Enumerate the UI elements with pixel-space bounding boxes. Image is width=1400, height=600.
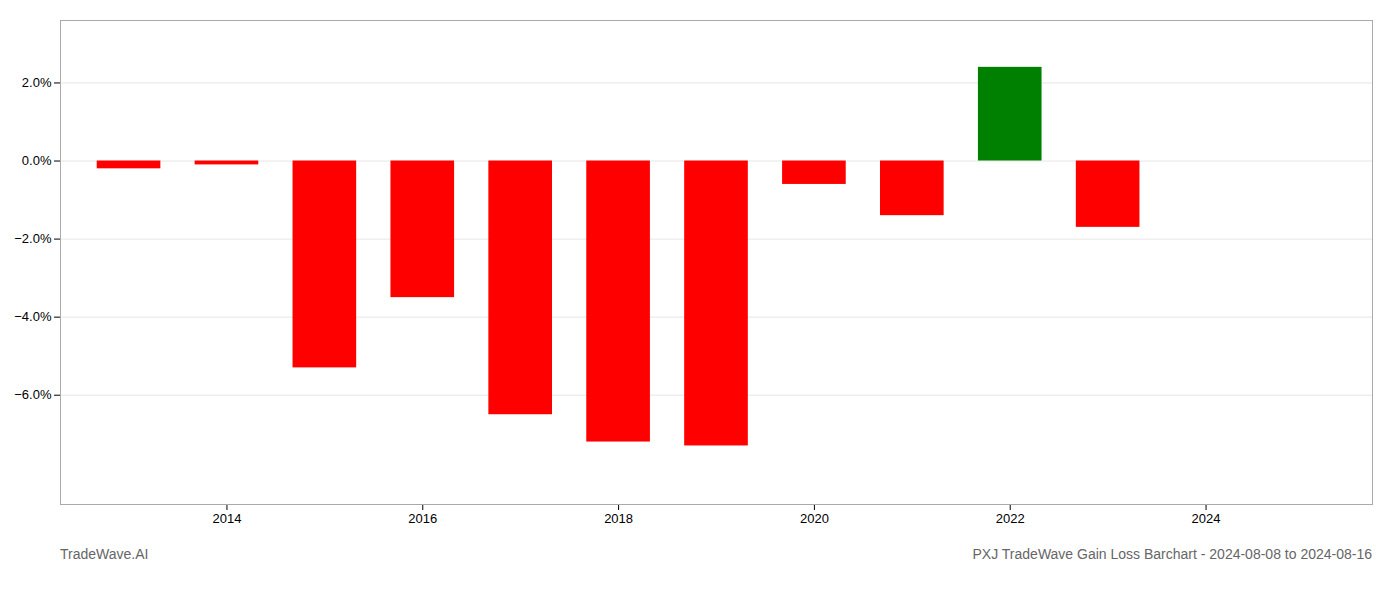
html-text:PXJ TradeWave Gain Loss Barcha: PXJ TradeWave Gain Loss Barchart - 2024-… xyxy=(972,546,1372,562)
svg-text:2024: 2024 xyxy=(1192,511,1221,526)
svg-text:2014: 2014 xyxy=(212,511,241,526)
svg-text:2018: 2018 xyxy=(604,511,633,526)
svg-text:−2.0%: −2.0% xyxy=(14,231,52,246)
svg-text:2022: 2022 xyxy=(996,511,1025,526)
svg-text:−4.0%: −4.0% xyxy=(14,309,52,324)
svg-text:0.0%: 0.0% xyxy=(22,153,52,168)
html-text:TradeWave.AI: TradeWave.AI xyxy=(60,546,149,562)
svg-text:2.0%: 2.0% xyxy=(22,75,52,90)
svg-text:2016: 2016 xyxy=(408,511,437,526)
svg-text:−6.0%: −6.0% xyxy=(14,387,52,402)
svg-text:2020: 2020 xyxy=(800,511,829,526)
